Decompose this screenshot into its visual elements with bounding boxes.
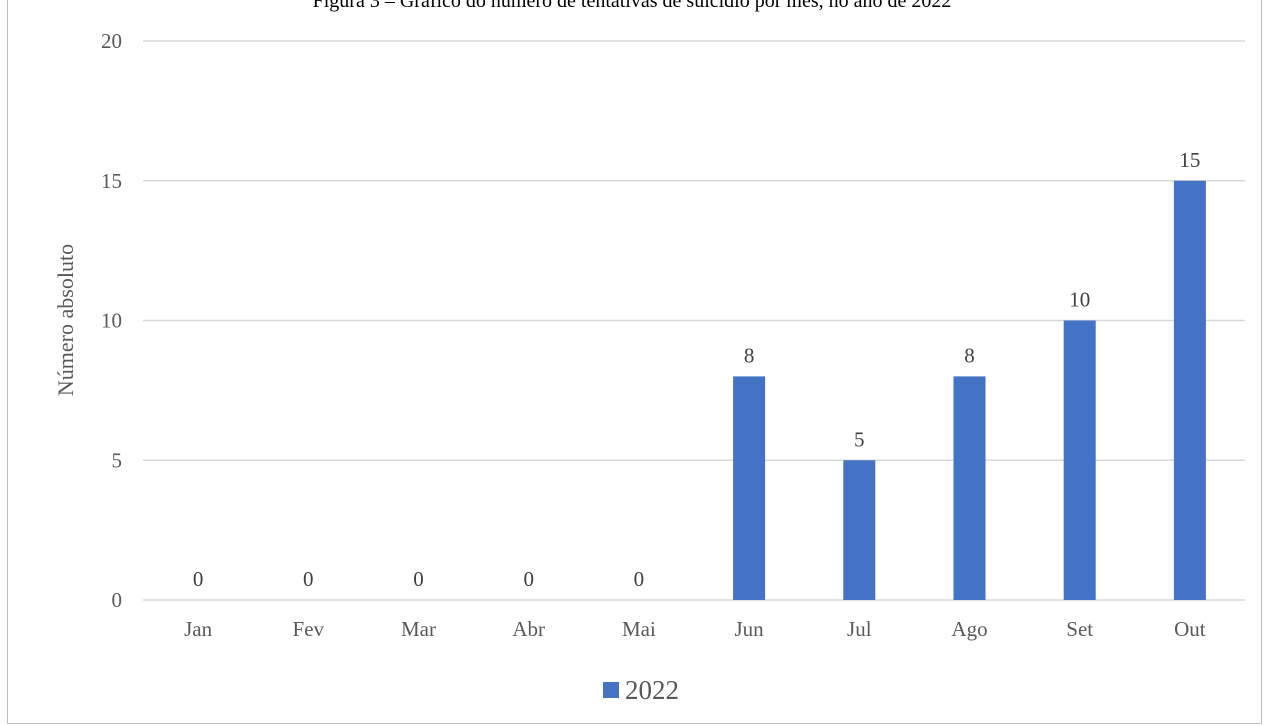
x-tick-label-jun: Jun — [735, 617, 765, 641]
data-label-set: 10 — [1069, 288, 1090, 312]
y-tick-label: 0 — [112, 588, 123, 612]
bar-set — [1063, 320, 1096, 600]
data-label-abr: 0 — [523, 567, 534, 591]
y-tick-label: 15 — [101, 169, 122, 193]
y-axis-title: Número absoluto — [53, 244, 78, 396]
bars — [733, 180, 1206, 600]
y-tick-label: 20 — [101, 29, 122, 53]
data-label-fev: 0 — [303, 567, 314, 591]
legend: 2022 — [603, 675, 679, 705]
legend-swatch — [603, 682, 619, 698]
gridlines — [143, 40, 1245, 601]
x-tick-label-abr: Abr — [512, 617, 545, 641]
figure-caption: Figura 3 – Gráfico do número de tentativ… — [312, 0, 952, 12]
bar-jun — [733, 376, 766, 600]
chart-frame — [7, 0, 1262, 724]
x-tick-label-out: Out — [1174, 617, 1206, 641]
data-label-mai: 0 — [634, 567, 645, 591]
x-tick-label-set: Set — [1066, 617, 1093, 641]
x-tick-label-jul: Jul — [847, 617, 872, 641]
bar-jul — [843, 460, 876, 600]
legend-label: 2022 — [625, 675, 679, 705]
data-label-jan: 0 — [193, 567, 204, 591]
bar-out — [1173, 180, 1206, 600]
data-label-ago: 8 — [964, 343, 975, 367]
x-axis-categories: Jan Fev Mar Abr Mai Jun Jul Ago Set Out — [184, 617, 1206, 641]
data-label-jun: 8 — [744, 343, 755, 367]
data-label-jul: 5 — [854, 427, 865, 451]
data-label-mar: 0 — [413, 567, 424, 591]
data-labels: 0 0 0 0 0 8 5 8 10 15 — [193, 148, 1201, 591]
x-tick-label-mai: Mai — [622, 617, 656, 641]
x-tick-label-jan: Jan — [184, 617, 212, 641]
x-tick-label-fev: Fev — [293, 617, 325, 641]
y-axis-ticks: 0 5 10 15 20 — [101, 29, 122, 612]
y-tick-label: 5 — [112, 448, 123, 472]
bar-ago — [953, 376, 986, 600]
data-label-out: 15 — [1179, 148, 1200, 172]
y-tick-label: 10 — [101, 309, 122, 333]
x-tick-label-mar: Mar — [401, 617, 436, 641]
x-tick-label-ago: Ago — [951, 617, 987, 641]
